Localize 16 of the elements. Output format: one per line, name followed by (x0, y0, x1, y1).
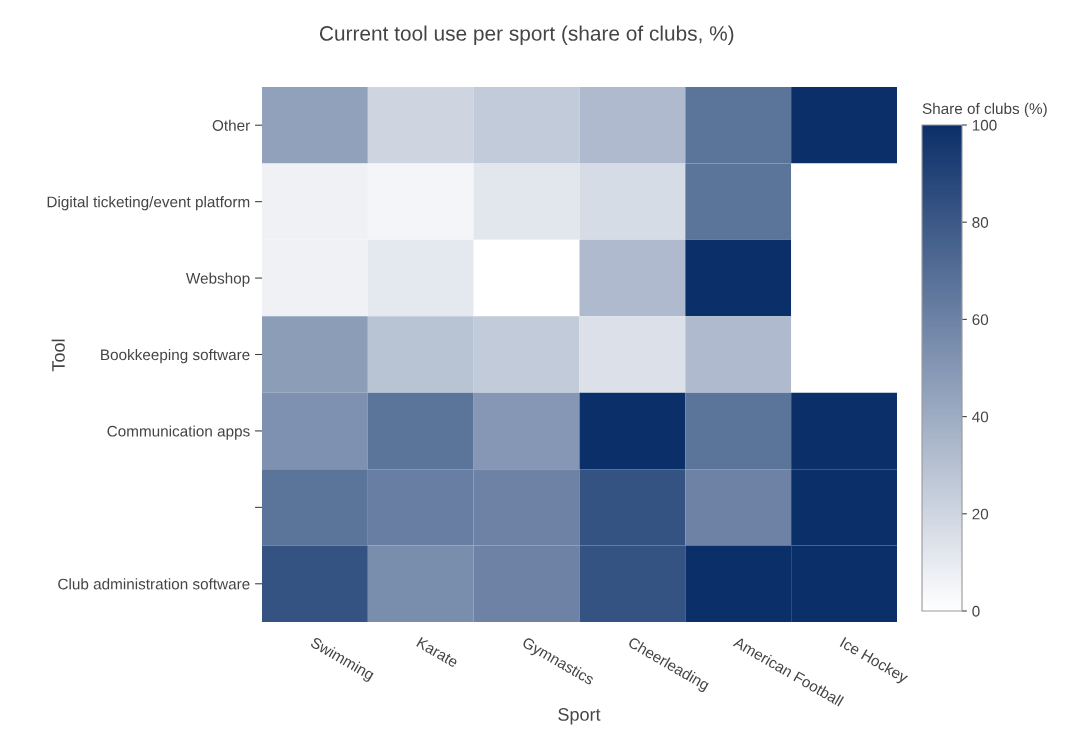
y-tick-label: Communication apps (107, 425, 250, 440)
color-bar-title: Share of clubs (%) (922, 102, 1047, 118)
y-tick-label: Bookkeeping software (101, 348, 250, 364)
color-bar-label: 40 (972, 411, 989, 423)
color-bar-label: 80 (972, 217, 989, 228)
color-bar-label: 100 (972, 119, 997, 131)
y-axis-title: Tool (51, 339, 65, 372)
color-bar-label: 60 (972, 314, 989, 326)
chart-title: Current tool use per sport (share of clubs, %) (319, 25, 734, 45)
y-tick-label: Other (212, 119, 250, 131)
y-tick-label: Webshop (185, 272, 250, 287)
y-tick-label: Club administration software (58, 578, 250, 590)
x-axis-title: Sport (558, 708, 601, 725)
color-bar-label: 20 (972, 508, 989, 520)
y-tick-label: Digital ticketing/event platform (47, 196, 250, 211)
color-bar-label: 0 (972, 605, 980, 617)
